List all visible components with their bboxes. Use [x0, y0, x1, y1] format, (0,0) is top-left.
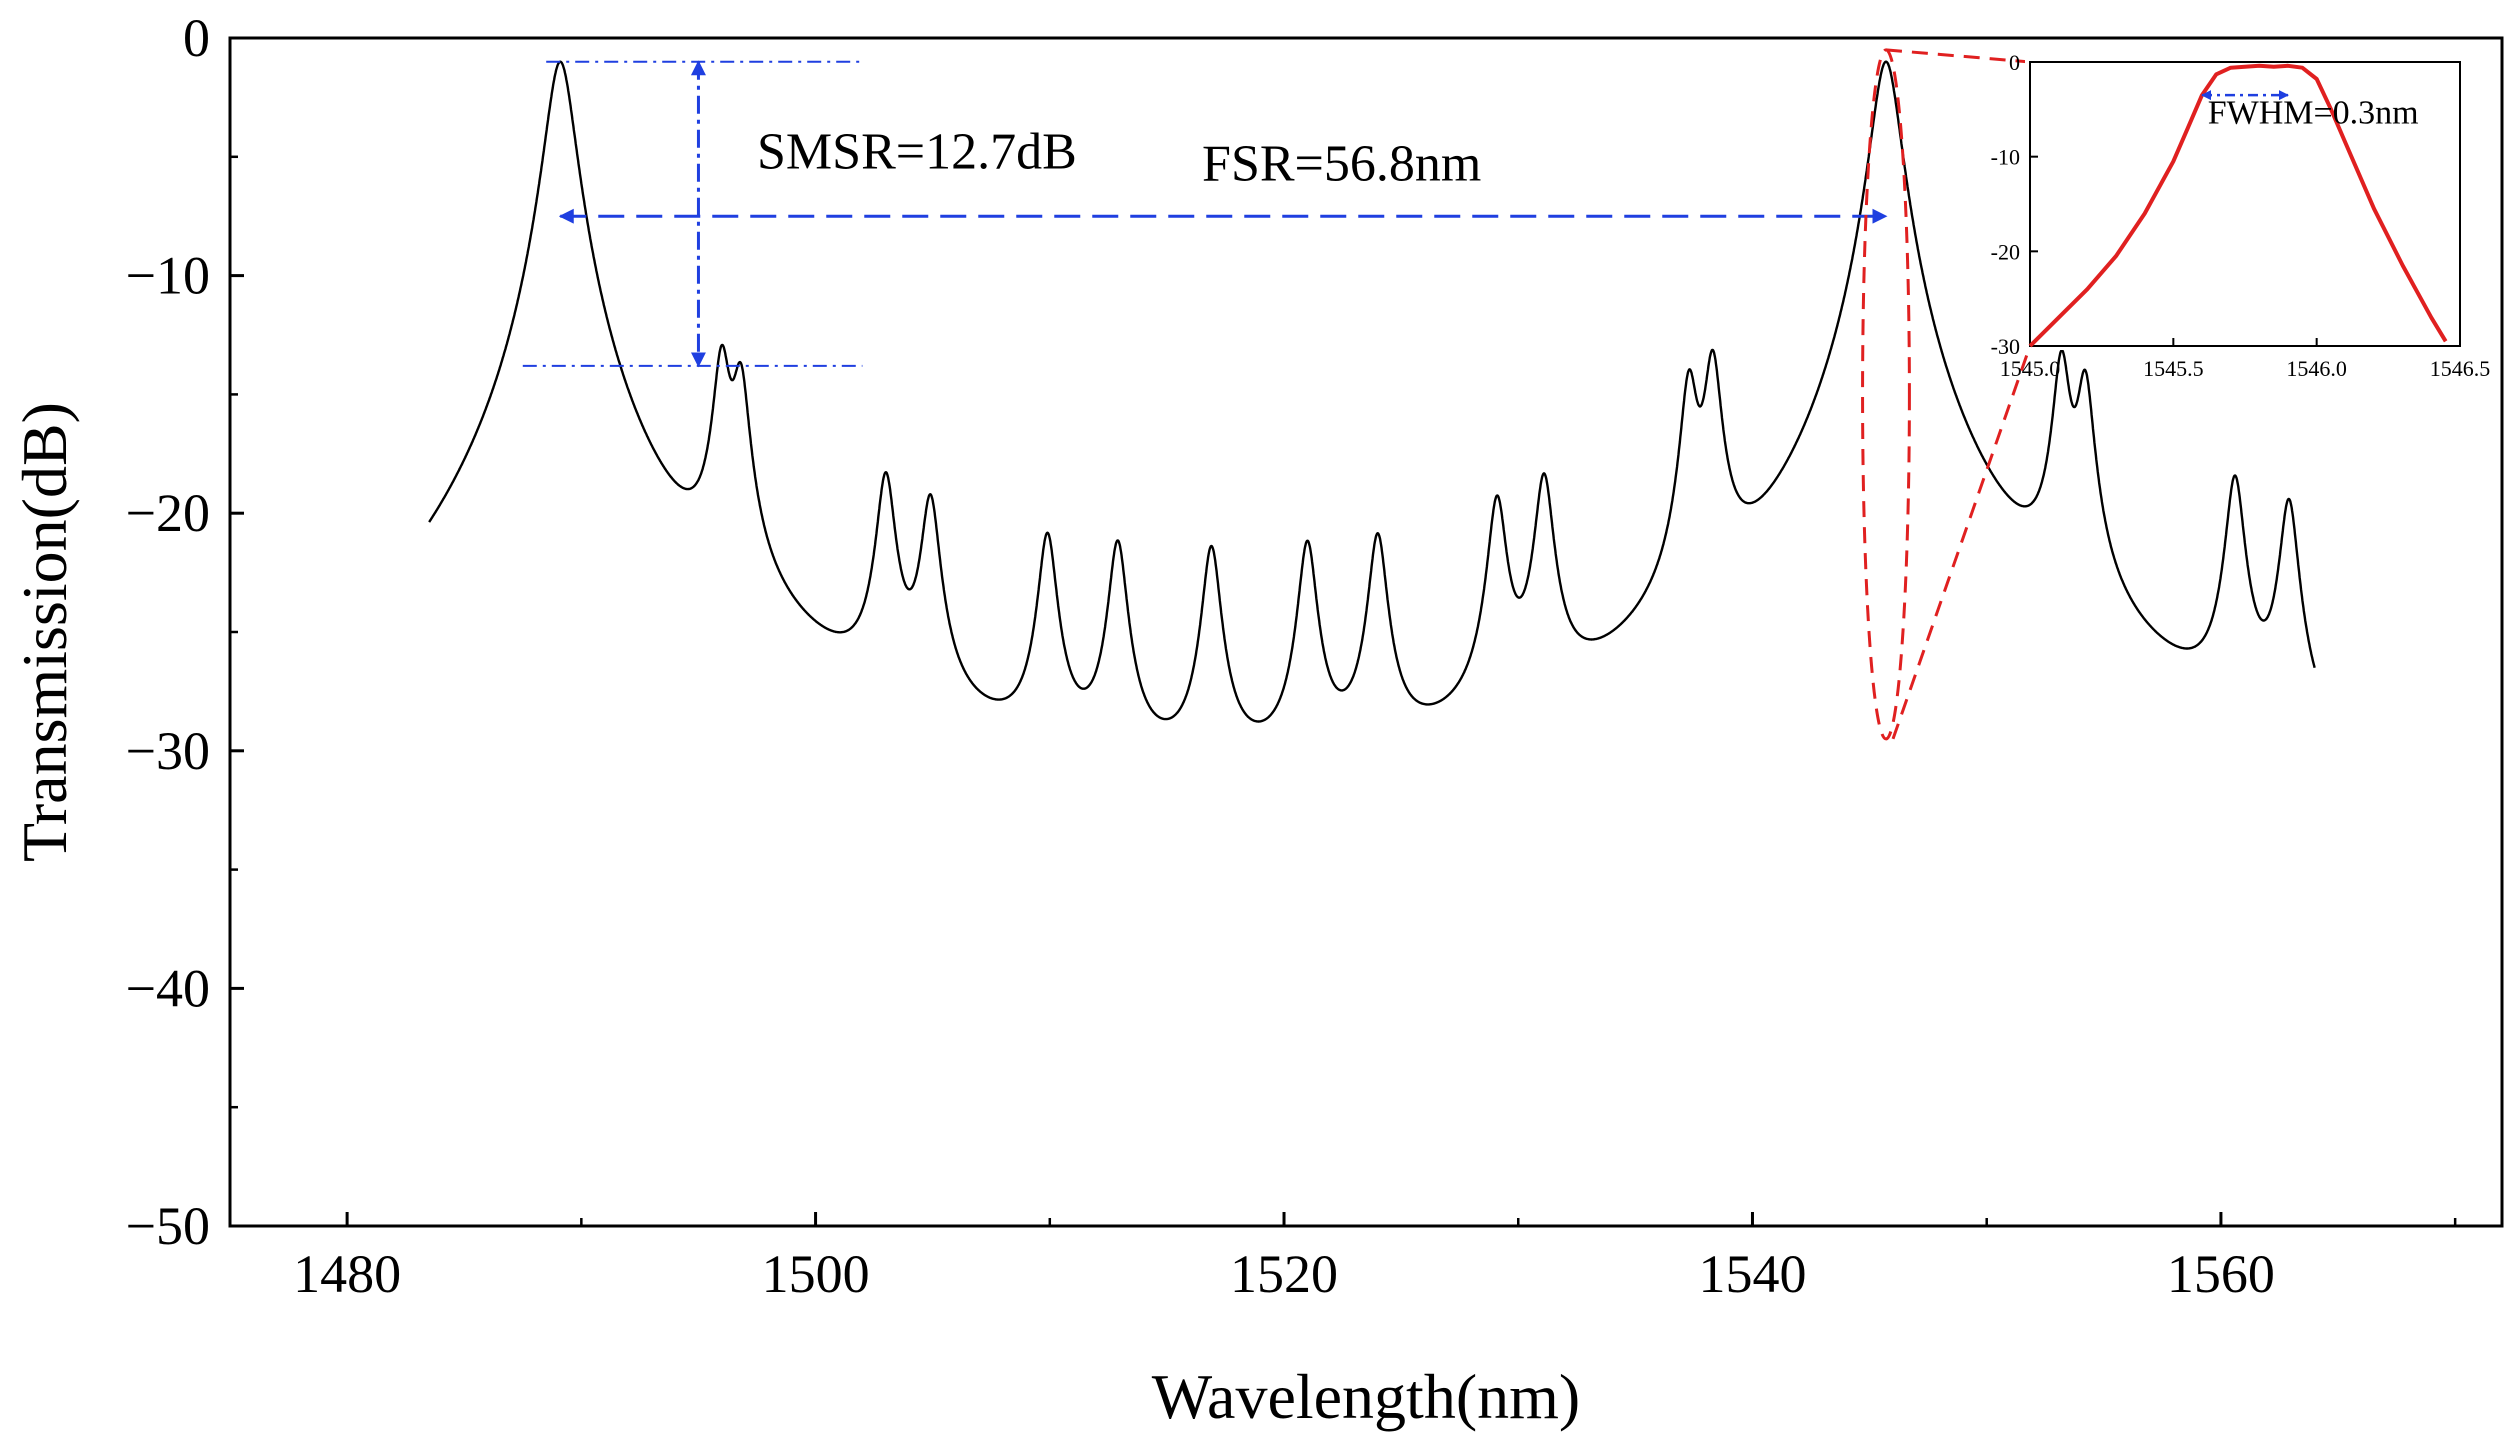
main-x-tick-label: 1540 [1698, 1244, 1806, 1304]
main-y-tick-label: −20 [126, 483, 210, 543]
zoom-connector-bottom [1891, 345, 2032, 740]
inset-x-ticks: 1545.0 1545.5 1546.0 1546.5 [2000, 338, 2491, 381]
inset-x-tick-label: 1546.0 [2286, 356, 2347, 381]
inset-annotations: FWHM=0.3nm [2201, 90, 2419, 132]
main-y-tick-label: −50 [126, 1196, 210, 1256]
main-x-tick-label: 1500 [762, 1244, 870, 1304]
main-y-axis-label: Transmission(dB) [9, 402, 80, 862]
main-plot: 0 −10 −20 −30 −40 −50 1480 1500 1520 1540 1560 SM… [9, 8, 2504, 1432]
zoom-connector [1861, 48, 2032, 741]
inset-y-tick-label: -30 [1991, 334, 2020, 359]
inset-y-ticks: 0 -10 -20 -30 [1991, 50, 2038, 359]
inset-plot: 0 -10 -20 -30 1545.0 1545.5 1546.0 1546.5 FWHM… [1991, 50, 2491, 381]
inset-x-tick-label: 1545.0 [2000, 356, 2061, 381]
main-annotations: SMSR=12.7dB FSR=56.8nm [522, 60, 1888, 368]
main-y-tick-label: −10 [126, 246, 210, 306]
main-y-ticks: 0 −10 −20 −30 −40 −50 [126, 8, 244, 1256]
main-x-ticks: 1480 1500 1520 1540 1560 [293, 1212, 2457, 1304]
main-y-tick-label: −40 [126, 958, 210, 1018]
inset-x-tick-label: 1545.5 [2143, 356, 2204, 381]
inset-y-tick-label: 0 [2009, 50, 2020, 75]
inset-y-tick-label: -20 [1991, 239, 2020, 264]
inset-plot-frame [2029, 61, 2461, 347]
smsr-label: SMSR=12.7dB [757, 124, 1077, 181]
inset-background [2025, 60, 2475, 350]
main-x-tick-label: 1560 [2167, 1244, 2275, 1304]
fsr-label: FSR=56.8nm [1202, 136, 1481, 193]
main-x-tick-label: 1480 [293, 1244, 401, 1304]
inset-x-tick-label: 1546.5 [2430, 356, 2491, 381]
inset-y-tick-label: -10 [1991, 145, 2020, 170]
main-x-axis-label: Wavelength(nm) [1152, 1361, 1580, 1432]
fwhm-label: FWHM=0.3nm [2208, 95, 2419, 132]
main-y-tick-label: −30 [126, 721, 210, 781]
main-transmission-line [428, 60, 2316, 723]
main-x-tick-label: 1520 [1230, 1244, 1338, 1304]
main-y-tick-label: 0 [183, 8, 210, 68]
inset-passband-line [2028, 63, 2448, 348]
